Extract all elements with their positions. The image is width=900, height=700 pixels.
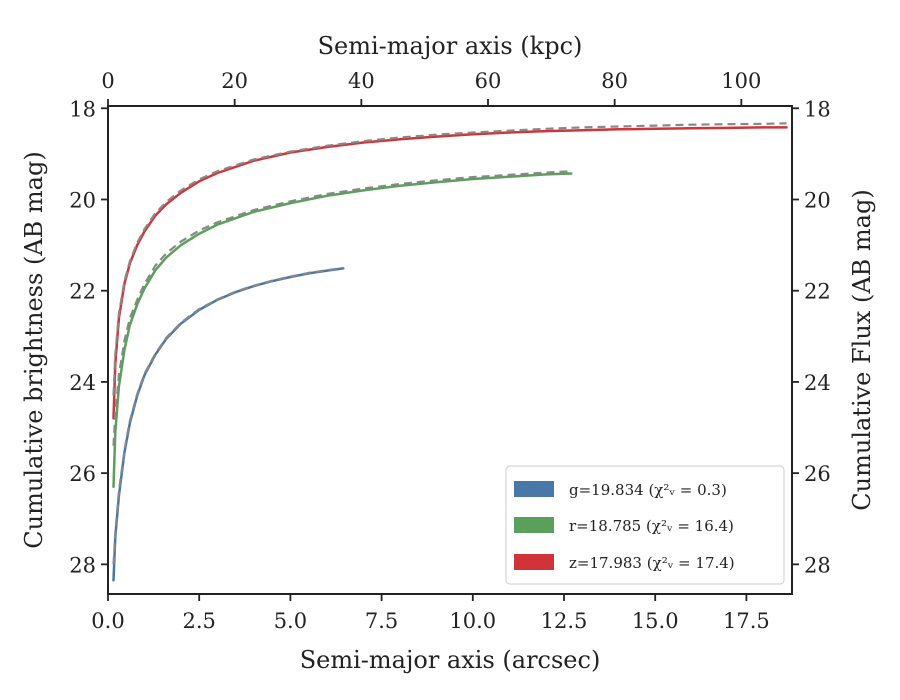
right-y-tick-label: 20 [804,188,831,212]
x-axis-label: Semi-major axis (arcsec) [300,646,601,674]
right-y-tick-label: 24 [804,371,831,395]
x-tick-label: 15.0 [632,609,679,633]
y-tick-label: 20 [69,188,96,212]
legend-swatch-z [514,554,554,570]
top-x-tick-label: 40 [348,69,375,93]
right-y-tick-label: 28 [804,553,831,577]
top-x-axis-label: Semi-major axis (kpc) [318,32,583,60]
series-line-z [112,126,788,420]
x-tick-label: 17.5 [723,609,770,633]
model-line-z [112,122,787,396]
x-tick-label: 12.5 [541,609,588,633]
y-tick-label: 18 [69,97,96,121]
top-x-tick-label: 0 [101,69,114,93]
legend-entry-r: r=18.785 (χ²ᵥ = 16.4) [569,517,734,535]
right-y-tick-label: 18 [804,97,831,121]
series-line-r [112,172,573,489]
y-axis-label: Cumulative brightness (AB mag) [20,151,48,548]
y-tick-label: 28 [69,553,96,577]
y-tick-label: 26 [69,462,96,486]
x-tick-label: 0.0 [91,609,124,633]
legend-chi-r: (χ²ᵥ = 16.4) [646,517,734,535]
legend-swatch-g [514,481,554,497]
legend-entry-z: z=17.983 (χ²ᵥ = 17.4) [569,554,735,572]
model-line-r [112,170,572,446]
legend-box [505,465,785,585]
x-tick-label: 2.5 [182,609,215,633]
x-tick-label: 7.5 [365,609,398,633]
x-tick-label: 5.0 [274,609,307,633]
y-tick-label: 24 [69,371,96,395]
plot-frame [107,105,793,595]
right-y-axis-label: Cumulative Flux (AB mag) [848,189,876,510]
legend-entry-g: g=19.834 (χ²ᵥ = 0.3) [569,481,727,499]
right-y-tick-label: 22 [804,280,831,304]
top-x-tick-label: 60 [475,69,502,93]
plot-area [112,122,788,582]
legend-swatch-r [514,517,554,533]
legend-chi-g: (χ²ᵥ = 0.3) [648,481,726,499]
axis-ticks: 0.0 2.5 5.0 7.5 10.0 12.5 15.0 17.5 0 20 40 60 80 100… [69,69,830,633]
legend-name-z: z=17.983 [569,554,642,572]
legend: g=19.834 (χ²ᵥ = 0.3) r=18.785 (χ²ᵥ = 16.… [505,465,785,585]
right-y-tick-label: 26 [804,462,831,486]
top-x-tick-label: 100 [721,69,761,93]
model-line-g [112,266,344,565]
top-x-tick-label: 20 [221,69,248,93]
series-line-g [112,267,345,582]
x-tick-label: 10.0 [449,609,496,633]
top-x-tick-label: 80 [601,69,628,93]
y-tick-label: 22 [69,280,96,304]
legend-name-r: r=18.785 [569,517,641,535]
legend-chi-z: (χ²ᵥ = 17.4) [647,554,735,572]
legend-name-g: g=19.834 [569,481,644,499]
